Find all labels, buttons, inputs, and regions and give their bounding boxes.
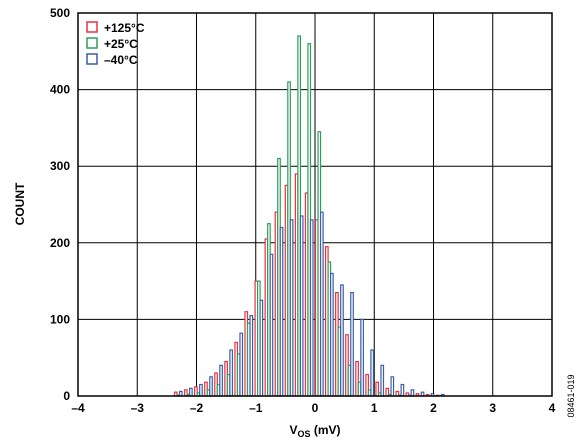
x-tick-label: –2 — [190, 401, 204, 415]
bar-minus40c — [360, 318, 364, 397]
legend-label: +125°C — [104, 21, 145, 35]
x-tick-label: 1 — [371, 401, 378, 415]
legend-swatch — [86, 21, 98, 33]
bar-minus40c — [209, 376, 213, 397]
bar-minus40c — [239, 332, 244, 397]
bar-minus40c — [249, 314, 254, 397]
bar-minus40c — [199, 383, 203, 397]
legend-label: +25°C — [104, 37, 138, 51]
x-axis-ticks: –4 –3 –2 –1 0 1 2 3 4 — [71, 401, 555, 415]
bar-minus40c — [400, 383, 405, 397]
y-axis-title: COUNT — [13, 182, 27, 225]
bar-minus40c — [219, 364, 223, 397]
bar-minus40c — [340, 284, 344, 397]
legend-swatch — [86, 53, 98, 65]
bar-minus40c — [289, 219, 294, 397]
x-tick-label: 0 — [312, 401, 319, 415]
bar-minus40c — [370, 349, 375, 397]
x-tick-label: 4 — [549, 401, 556, 415]
plot-frame — [77, 12, 553, 397]
y-tick-label: 500 — [50, 6, 70, 20]
bar-minus40c — [299, 215, 304, 397]
x-axis-title: VOS (mV) — [289, 423, 340, 439]
bar-minus40c — [319, 211, 324, 397]
bar-minus40c — [380, 364, 385, 397]
y-tick-label: 100 — [50, 312, 70, 326]
bar-minus40c — [390, 376, 395, 397]
y-tick-label: 0 — [63, 389, 70, 403]
bar-minus40c — [189, 387, 193, 397]
x-tick-label: –4 — [71, 401, 85, 415]
bar-minus40c — [309, 219, 314, 397]
y-tick-label: 200 — [50, 236, 70, 250]
bar-minus40c — [229, 349, 234, 397]
y-axis-ticks: 0 100 200 300 400 500 — [50, 6, 70, 403]
x-tick-label: 3 — [489, 401, 496, 415]
bar-minus40c — [330, 272, 334, 397]
legend-label: –40°C — [104, 53, 138, 67]
figure-id: 08461-019 — [566, 374, 576, 417]
bar-minus40c — [410, 389, 415, 397]
x-tick-label: –1 — [249, 401, 263, 415]
bar-minus40c — [279, 226, 284, 397]
x-tick-label: 2 — [430, 401, 437, 415]
bar-minus40c — [350, 291, 354, 397]
y-tick-label: 300 — [50, 159, 70, 173]
legend: +125°C +25°C –40°C — [86, 21, 145, 67]
x-tick-label: –3 — [131, 401, 145, 415]
x-axis-title-subscript: OS — [298, 429, 311, 439]
bar-minus40c — [269, 253, 274, 397]
legend-swatch — [86, 37, 98, 49]
bar-minus40c — [259, 299, 264, 397]
x-axis-title-unit: (mV) — [311, 423, 341, 437]
y-tick-label: 400 — [50, 83, 70, 97]
